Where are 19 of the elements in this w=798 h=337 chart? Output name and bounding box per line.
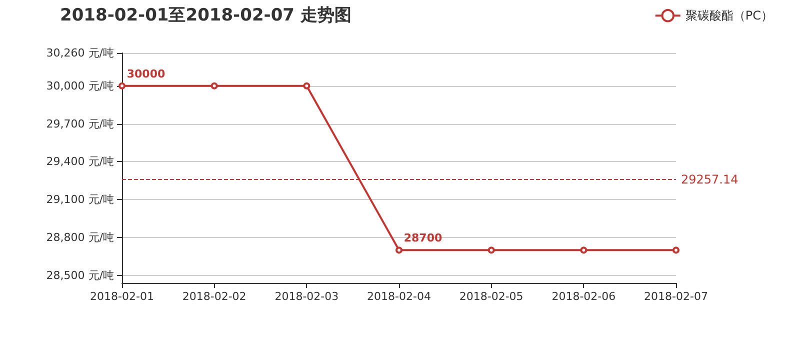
y-tick-label: 29,400 元/吨 xyxy=(46,155,114,168)
chart-title: 2018-02-01至2018-02-07 走势图 xyxy=(60,6,352,26)
x-tick-label: 2018-02-05 xyxy=(459,290,524,303)
y-tick-label: 30,260 元/吨 xyxy=(46,46,114,60)
x-tick-label: 2018-02-04 xyxy=(367,290,431,303)
y-tick-label: 29,700 元/吨 xyxy=(46,117,114,130)
ref-line-label: 29257.14 xyxy=(681,172,738,187)
y-tick-label: 29,100 元/吨 xyxy=(46,193,114,206)
x-tick-label: 2018-02-03 xyxy=(274,290,339,303)
annotation: 30000 xyxy=(126,67,166,80)
legend-label: 聚碳酸酯（PC） xyxy=(685,8,774,23)
x-tick-label: 2018-02-01 xyxy=(90,290,154,303)
y-tick-label: 28,500 元/吨 xyxy=(46,268,114,282)
annotation: 28700 xyxy=(404,232,442,245)
x-tick-label: 2018-02-07 xyxy=(644,290,708,303)
x-tick-label: 2018-02-02 xyxy=(182,290,246,303)
x-tick-label: 2018-02-06 xyxy=(552,290,616,303)
y-tick-label: 30,000 元/吨 xyxy=(46,79,114,92)
y-tick-label: 28,800 元/吨 xyxy=(46,231,114,244)
